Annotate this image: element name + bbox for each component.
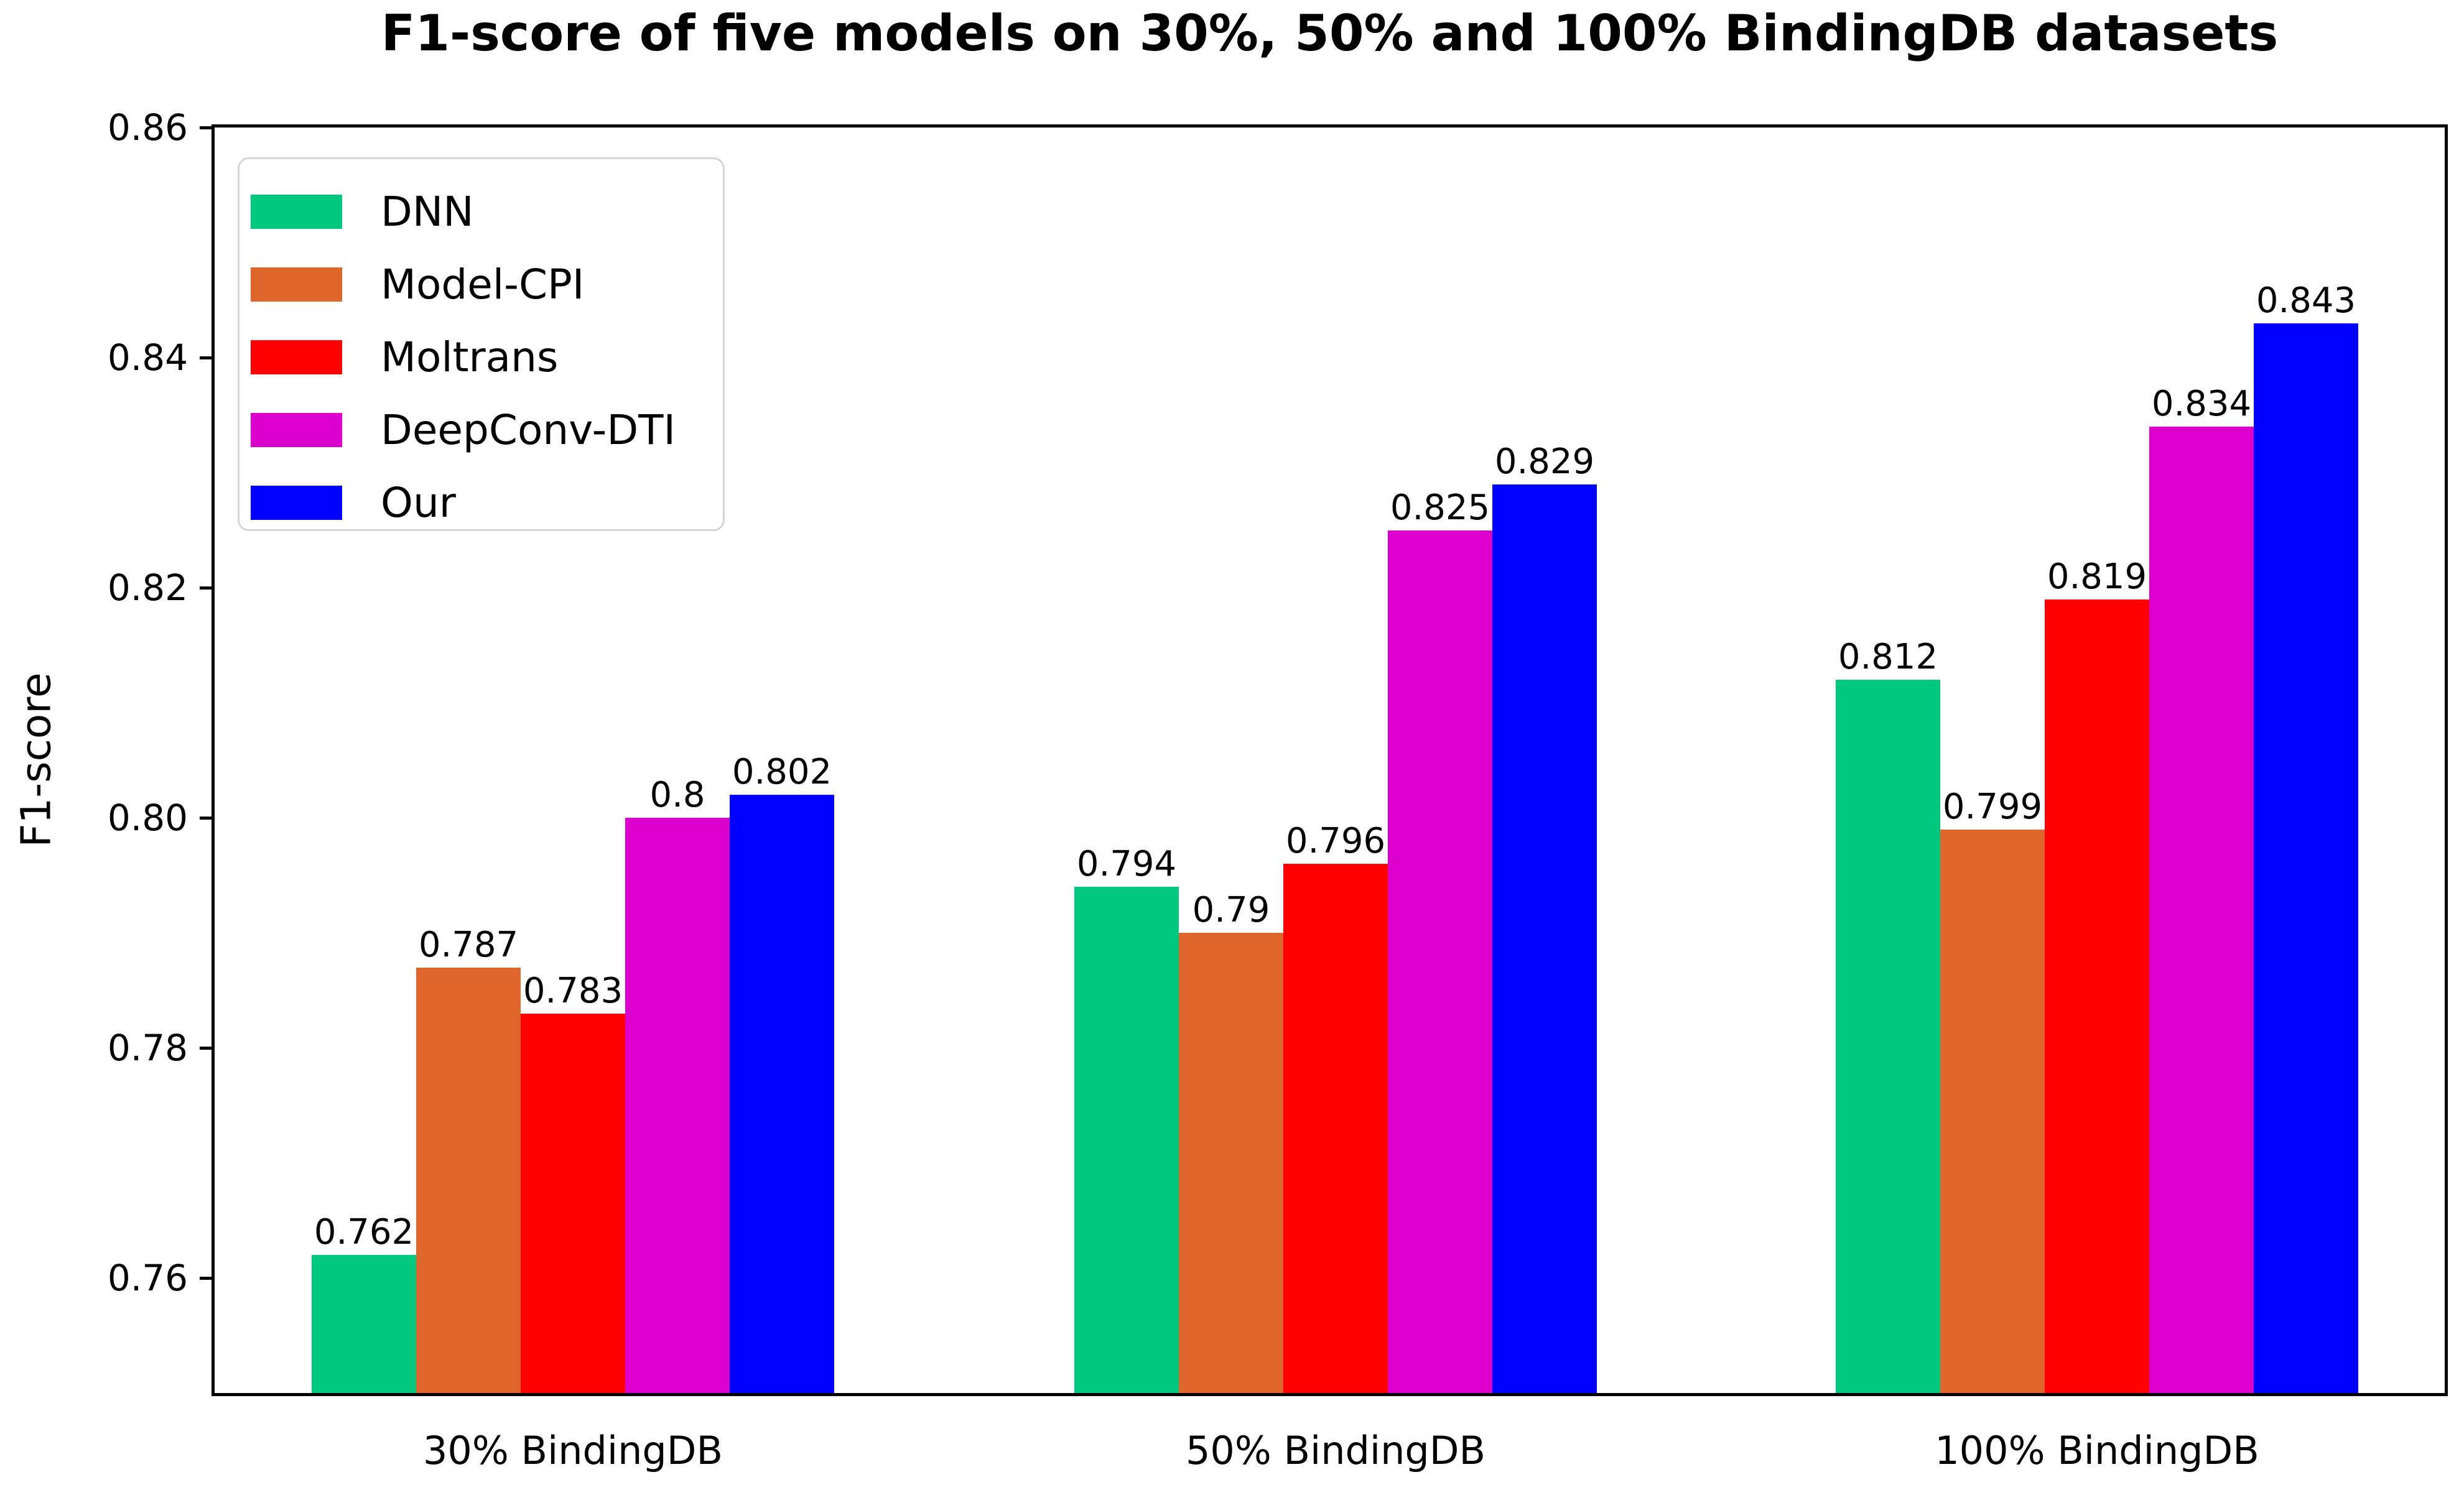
legend-item-our: Our [251,466,723,539]
bar-deepconv-dti-100 [2149,427,2254,1393]
bar-deepconv-dti-50 [1388,530,1492,1393]
bar-value-label: 0.783 [523,970,623,1011]
bar-moltrans-100 [2045,599,2149,1393]
bar-model-cpi-50 [1179,933,1283,1393]
y-tick-mark [200,1047,215,1050]
legend-item-dnn: DNN [251,175,723,248]
legend-swatch-dnn [251,195,342,229]
y-tick-label: 0.80 [107,797,188,839]
bar-model-cpi-30 [416,967,521,1393]
legend: DNN Model-CPI Moltrans DeepConv-DTI Our [238,157,725,531]
y-tick-label: 0.86 [107,106,188,149]
legend-label: Moltrans [381,333,559,381]
bar-our-30 [730,795,834,1393]
plot-area: 0.762 0.787 0.783 0.8 0.802 0.794 0.79 0.796 0.8… [212,124,2448,1396]
bar-value-label: 0.794 [1076,844,1177,884]
bar-value-label: 0.843 [2256,280,2356,321]
y-tick-label: 0.84 [107,336,188,379]
legend-items: DNN Model-CPI Moltrans DeepConv-DTI Our [251,175,723,539]
bar-moltrans-30 [521,1013,625,1393]
bar-model-cpi-100 [1940,829,2045,1393]
legend-label: DeepConv-DTI [381,405,676,454]
y-tick-label: 0.76 [107,1257,188,1299]
bar-value-label: 0.8 [649,775,705,815]
y-tick-mark [200,817,215,820]
bar-value-label: 0.796 [1285,821,1386,861]
x-tick-label: 30% BindingDB [422,1428,723,1473]
bar-dnn-100 [1836,680,1940,1393]
bar-dnn-30 [312,1255,416,1393]
y-tick-label: 0.78 [107,1027,188,1069]
bar-value-label: 0.819 [2047,556,2147,597]
y-tick-mark [200,126,215,129]
legend-item-model-cpi: Model-CPI [251,248,723,321]
legend-label: Our [381,478,456,527]
bar-value-label: 0.79 [1192,890,1270,930]
y-tick-mark [200,586,215,590]
bar-dnn-50 [1074,887,1179,1393]
y-tick-mark [200,356,215,359]
x-tick-label: 50% BindingDB [1185,1428,1486,1473]
bar-our-50 [1492,484,1597,1393]
legend-swatch-deepconv-dti [251,413,342,447]
chart-title: F1-score of five models on 30%, 50% and … [381,4,2279,62]
bar-value-label: 0.829 [1494,441,1595,482]
bar-value-label: 0.799 [1942,786,2043,827]
y-tick-label: 0.82 [107,567,188,609]
bar-value-label: 0.802 [732,752,832,792]
legend-swatch-model-cpi [251,267,342,302]
bar-value-label: 0.812 [1838,637,1938,677]
legend-item-deepconv-dti: DeepConv-DTI [251,394,723,466]
bar-deepconv-dti-30 [625,818,730,1393]
legend-item-moltrans: Moltrans [251,321,723,394]
bar-value-label: 0.825 [1390,487,1490,528]
bar-moltrans-50 [1283,864,1388,1393]
legend-swatch-moltrans [251,340,342,374]
legend-label: Model-CPI [381,260,585,308]
y-tick-mark [200,1277,215,1280]
legend-swatch-our [251,486,342,520]
bar-value-label: 0.834 [2151,384,2252,424]
x-tick-label: 100% BindingDB [1935,1428,2259,1473]
bar-value-label: 0.787 [418,924,519,965]
bar-value-label: 0.762 [314,1212,414,1252]
legend-label: DNN [381,187,474,236]
bar-our-100 [2254,323,2358,1393]
